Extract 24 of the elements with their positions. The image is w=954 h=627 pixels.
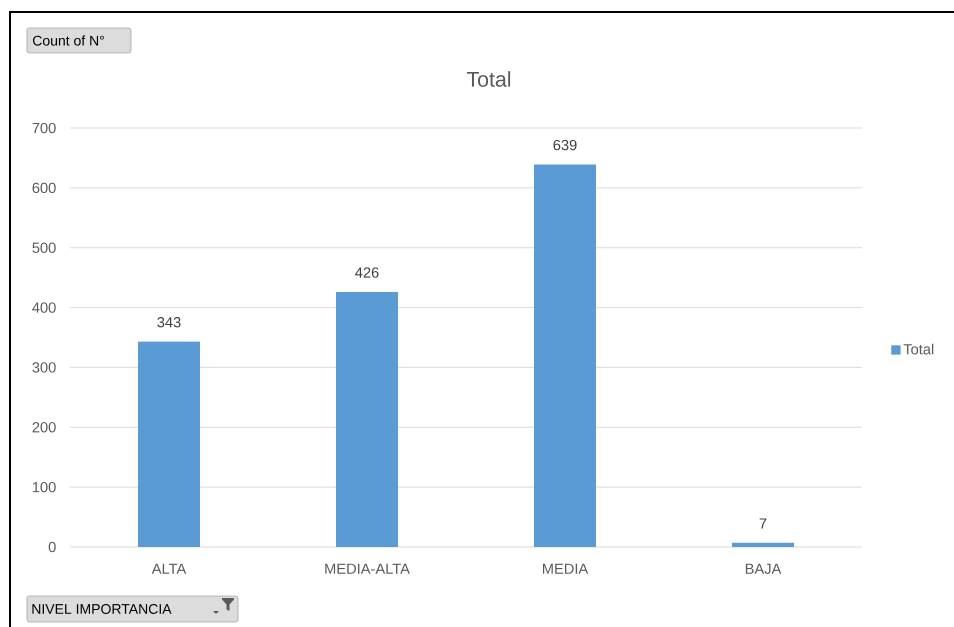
x-tick-label: MEDIA <box>542 564 588 574</box>
x-tick-label: MEDIA-ALTA <box>325 564 410 574</box>
y-tick-label: 100 <box>32 482 56 492</box>
bar <box>336 292 398 547</box>
y-tick-label: 500 <box>32 242 56 253</box>
x-tick-label: BAJA <box>746 564 782 574</box>
chart-title: Total <box>466 71 510 87</box>
y-tick-label: 600 <box>32 182 56 194</box>
data-label: 426 <box>355 267 379 278</box>
x-axis-title: NIVEL IMPORTANCIA <box>32 604 172 614</box>
data-label: 343 <box>157 317 181 328</box>
x-tick-label: ALTA <box>152 564 186 574</box>
legend-label: Total <box>904 344 934 354</box>
bar <box>534 164 596 547</box>
bar <box>732 542 794 547</box>
y-tick-label: 400 <box>32 302 56 313</box>
y-tick-label: 300 <box>32 362 56 373</box>
data-label: 7 <box>760 518 766 529</box>
data-label: 639 <box>554 140 577 150</box>
bar <box>138 342 200 547</box>
text: Count of N° <box>32 35 104 46</box>
y-tick-label: 200 <box>32 422 56 432</box>
y-tick-label: 0 <box>48 542 56 552</box>
y-tick-label: 700 <box>32 122 56 134</box>
